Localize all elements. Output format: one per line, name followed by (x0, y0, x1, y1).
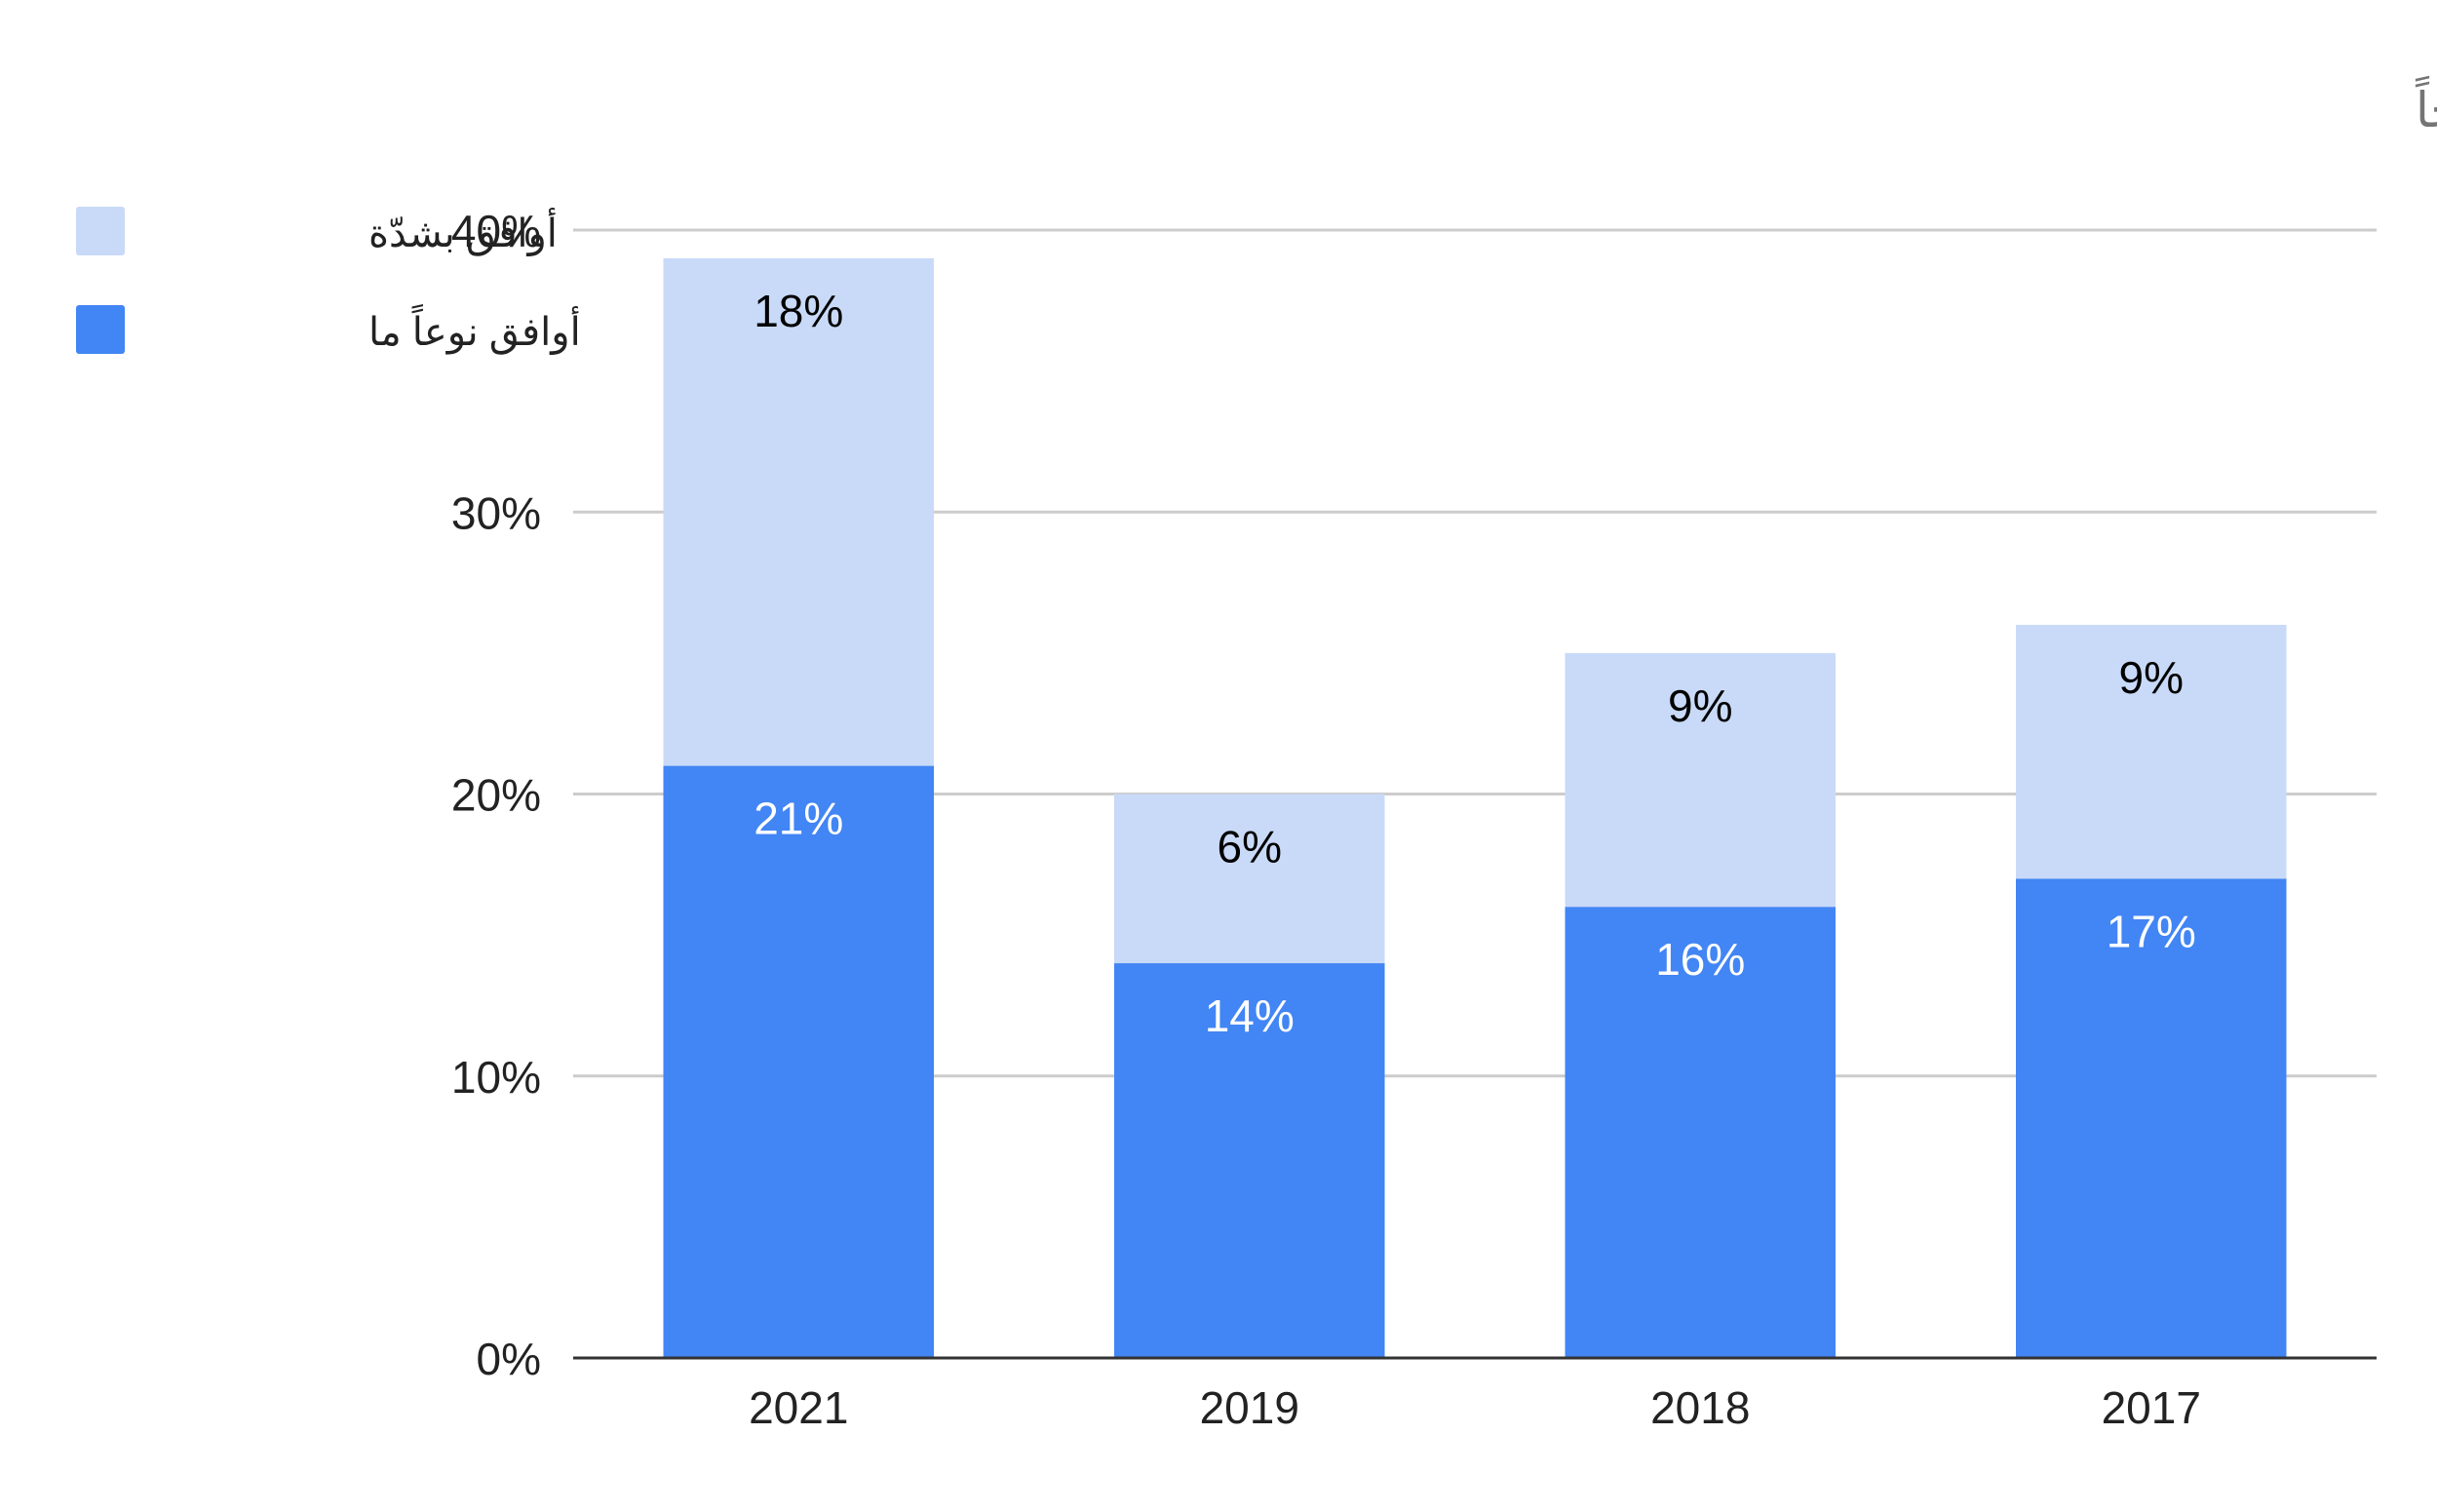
y-tick-label: 10% (451, 1052, 541, 1103)
bar-segment (1565, 907, 1836, 1358)
x-tick-label: 2019 (1200, 1382, 1299, 1433)
data-label: 6% (1218, 822, 1282, 872)
data-label: 16% (1655, 934, 1745, 985)
bar-segment (1565, 652, 1836, 908)
data-label: 17% (2107, 906, 2196, 956)
y-tick-label: 40% (451, 206, 541, 256)
legend-swatch (76, 305, 125, 354)
bar-segment (2016, 878, 2287, 1358)
bar-segment (663, 257, 934, 766)
y-axis-ticks: 0% 10% 20% 30% 40% (451, 206, 541, 1384)
bar-segment (1114, 794, 1385, 964)
data-label: 14% (1205, 990, 1295, 1041)
chart-title: يجب أن نستمع إلى من حولنا، ممّن يحاولون … (2415, 75, 2437, 139)
bar-segment (663, 765, 934, 1358)
y-tick-label: 20% (451, 770, 541, 821)
bar-segment (1114, 963, 1385, 1358)
x-axis-ticks: 2021 2019 2018 2017 (749, 1382, 2201, 1433)
data-label: 21% (754, 794, 843, 844)
legend: أوافق بشدّة أوافق نوعاً ما (76, 207, 581, 355)
y-tick-label: 30% (451, 487, 541, 538)
data-label: 18% (754, 286, 843, 336)
legend-swatch (76, 207, 125, 255)
data-labels: 21% 18% 14% 6% 16% 9% 17% 9% (754, 286, 2196, 1041)
bars (663, 257, 2287, 1358)
x-tick-label: 2017 (2102, 1382, 2201, 1433)
legend-label: أوافق نوعاً ما (368, 303, 581, 355)
bar-segment (2016, 624, 2287, 879)
x-tick-label: 2021 (749, 1382, 848, 1433)
data-label: 9% (2119, 652, 2184, 703)
y-tick-label: 0% (477, 1334, 541, 1384)
legend-label: أوافق بشدّة (368, 208, 558, 256)
x-tick-label: 2018 (1650, 1382, 1750, 1433)
data-label: 9% (1668, 680, 1732, 731)
